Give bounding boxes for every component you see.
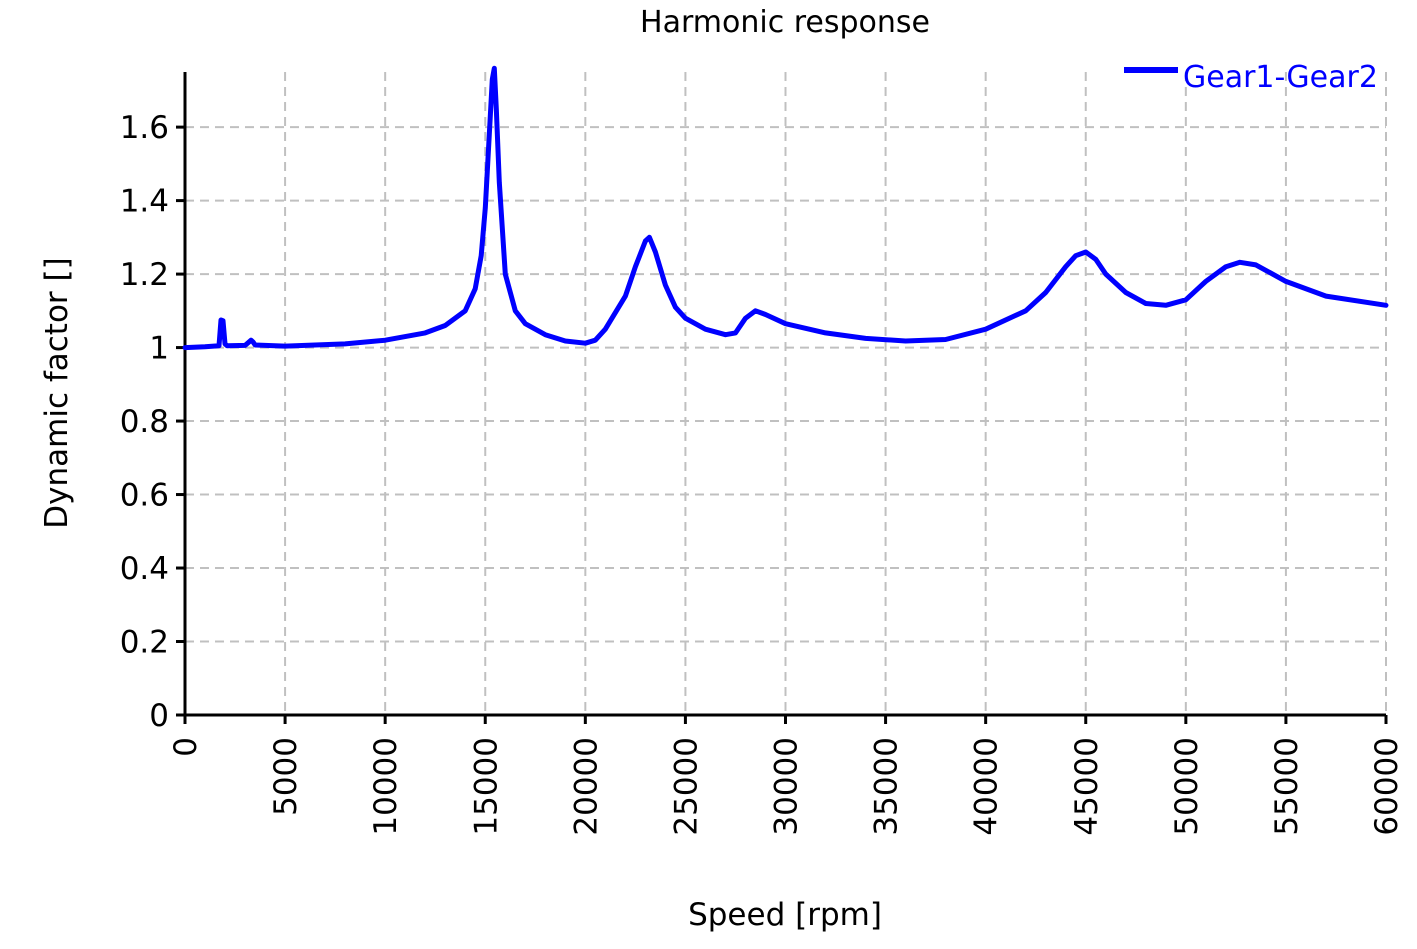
x-tick-label: 60000 bbox=[1369, 737, 1405, 836]
x-tick-label: 15000 bbox=[468, 737, 504, 836]
y-tick-label: 0 bbox=[149, 698, 169, 734]
legend-label: Gear1-Gear2 bbox=[1183, 60, 1378, 95]
legend: Gear1-Gear2 bbox=[1124, 60, 1378, 95]
x-axis-ticks: 0 5000 10000 15000 20000 25000 30000 35000 40000… bbox=[168, 715, 1405, 836]
y-tick-label: 1.6 bbox=[120, 110, 169, 146]
y-tick-label: 0.8 bbox=[120, 404, 169, 440]
y-tick-label: 1.2 bbox=[120, 257, 169, 293]
x-tick-label: 5000 bbox=[268, 737, 304, 816]
x-tick-label: 20000 bbox=[568, 737, 604, 836]
grid bbox=[185, 72, 1387, 715]
y-tick-label: 1.4 bbox=[120, 184, 169, 220]
y-tick-label: 0.2 bbox=[120, 625, 169, 661]
y-tick-label: 0.4 bbox=[120, 551, 169, 587]
y-tick-label: 1 bbox=[149, 331, 169, 367]
chart-title: Harmonic response bbox=[640, 5, 930, 40]
x-tick-label: 35000 bbox=[869, 737, 905, 836]
x-tick-label: 30000 bbox=[769, 737, 805, 836]
y-axis-ticks: 0 0.2 0.4 0.6 0.8 1 1.2 1.4 1.6 bbox=[120, 110, 185, 734]
x-tick-label: 45000 bbox=[1069, 737, 1105, 836]
x-tick-label: 50000 bbox=[1169, 737, 1205, 836]
x-tick-label: 40000 bbox=[969, 737, 1005, 836]
y-tick-label: 0.6 bbox=[120, 478, 169, 514]
series-lines bbox=[182, 65, 1389, 351]
x-tick-label: 25000 bbox=[668, 737, 704, 836]
x-tick-label: 0 bbox=[168, 737, 204, 757]
x-tick-label: 10000 bbox=[368, 737, 404, 836]
x-axis-label: Speed [rpm] bbox=[688, 897, 882, 933]
series-line-gear1-gear2 bbox=[182, 65, 1389, 351]
x-tick-label: 55000 bbox=[1269, 737, 1305, 836]
y-axis-label: Dynamic factor [] bbox=[39, 257, 75, 528]
